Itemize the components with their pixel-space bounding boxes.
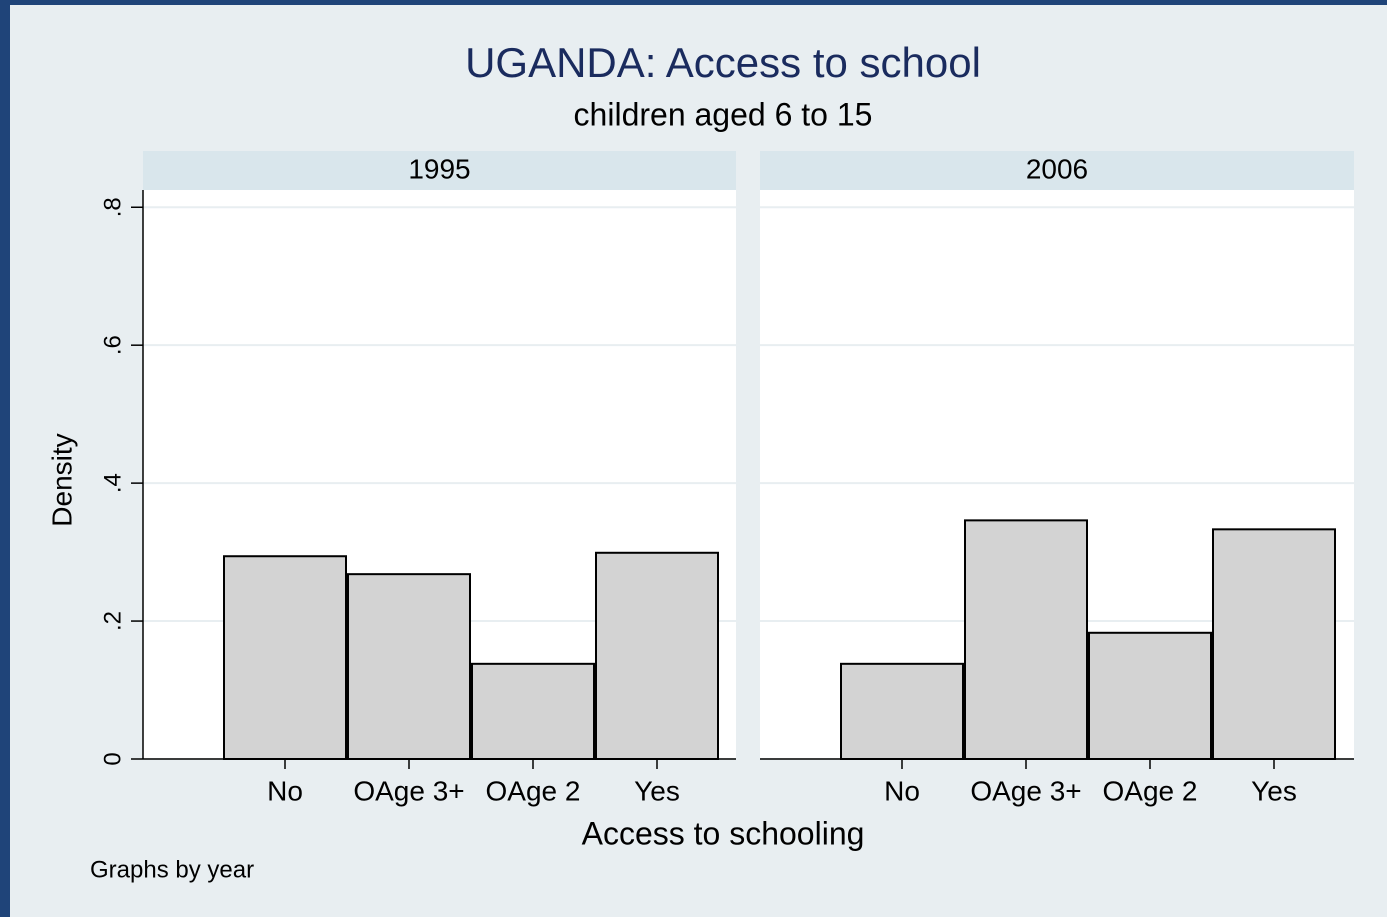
y-tick-label: .8	[99, 197, 126, 217]
x-tick-label: OAge 3+	[970, 775, 1081, 806]
y-tick-label: .2	[99, 611, 126, 631]
x-tick-label: No	[267, 775, 303, 806]
x-tick-label: OAge 2	[486, 775, 581, 806]
bar	[471, 662, 595, 761]
note: Graphs by year	[90, 856, 254, 883]
bar	[840, 662, 964, 761]
chart-title: UGANDA: Access to school	[465, 39, 981, 86]
y-axis-label: Density	[46, 433, 77, 526]
bar	[595, 551, 719, 760]
bar	[1212, 528, 1336, 761]
x-axis-label: Access to schooling	[582, 815, 865, 851]
x-tick-label: Yes	[1251, 775, 1297, 806]
x-tick-label: Yes	[634, 775, 680, 806]
y-tick-label: .4	[99, 473, 126, 493]
chart-subtitle: children aged 6 to 15	[574, 96, 873, 132]
bar	[347, 573, 471, 760]
panel-title: 2006	[1026, 153, 1088, 184]
panel-title: 1995	[408, 153, 470, 184]
x-tick-label: OAge 3+	[353, 775, 464, 806]
bar	[223, 555, 347, 760]
panel-header	[760, 151, 1354, 190]
y-tick-label: .6	[99, 335, 126, 355]
x-tick-label: OAge 2	[1103, 775, 1198, 806]
y-tick-label: 0	[99, 752, 126, 765]
panel-header	[143, 151, 736, 190]
bar	[964, 519, 1088, 761]
bar	[1088, 631, 1212, 761]
x-tick-label: No	[884, 775, 920, 806]
